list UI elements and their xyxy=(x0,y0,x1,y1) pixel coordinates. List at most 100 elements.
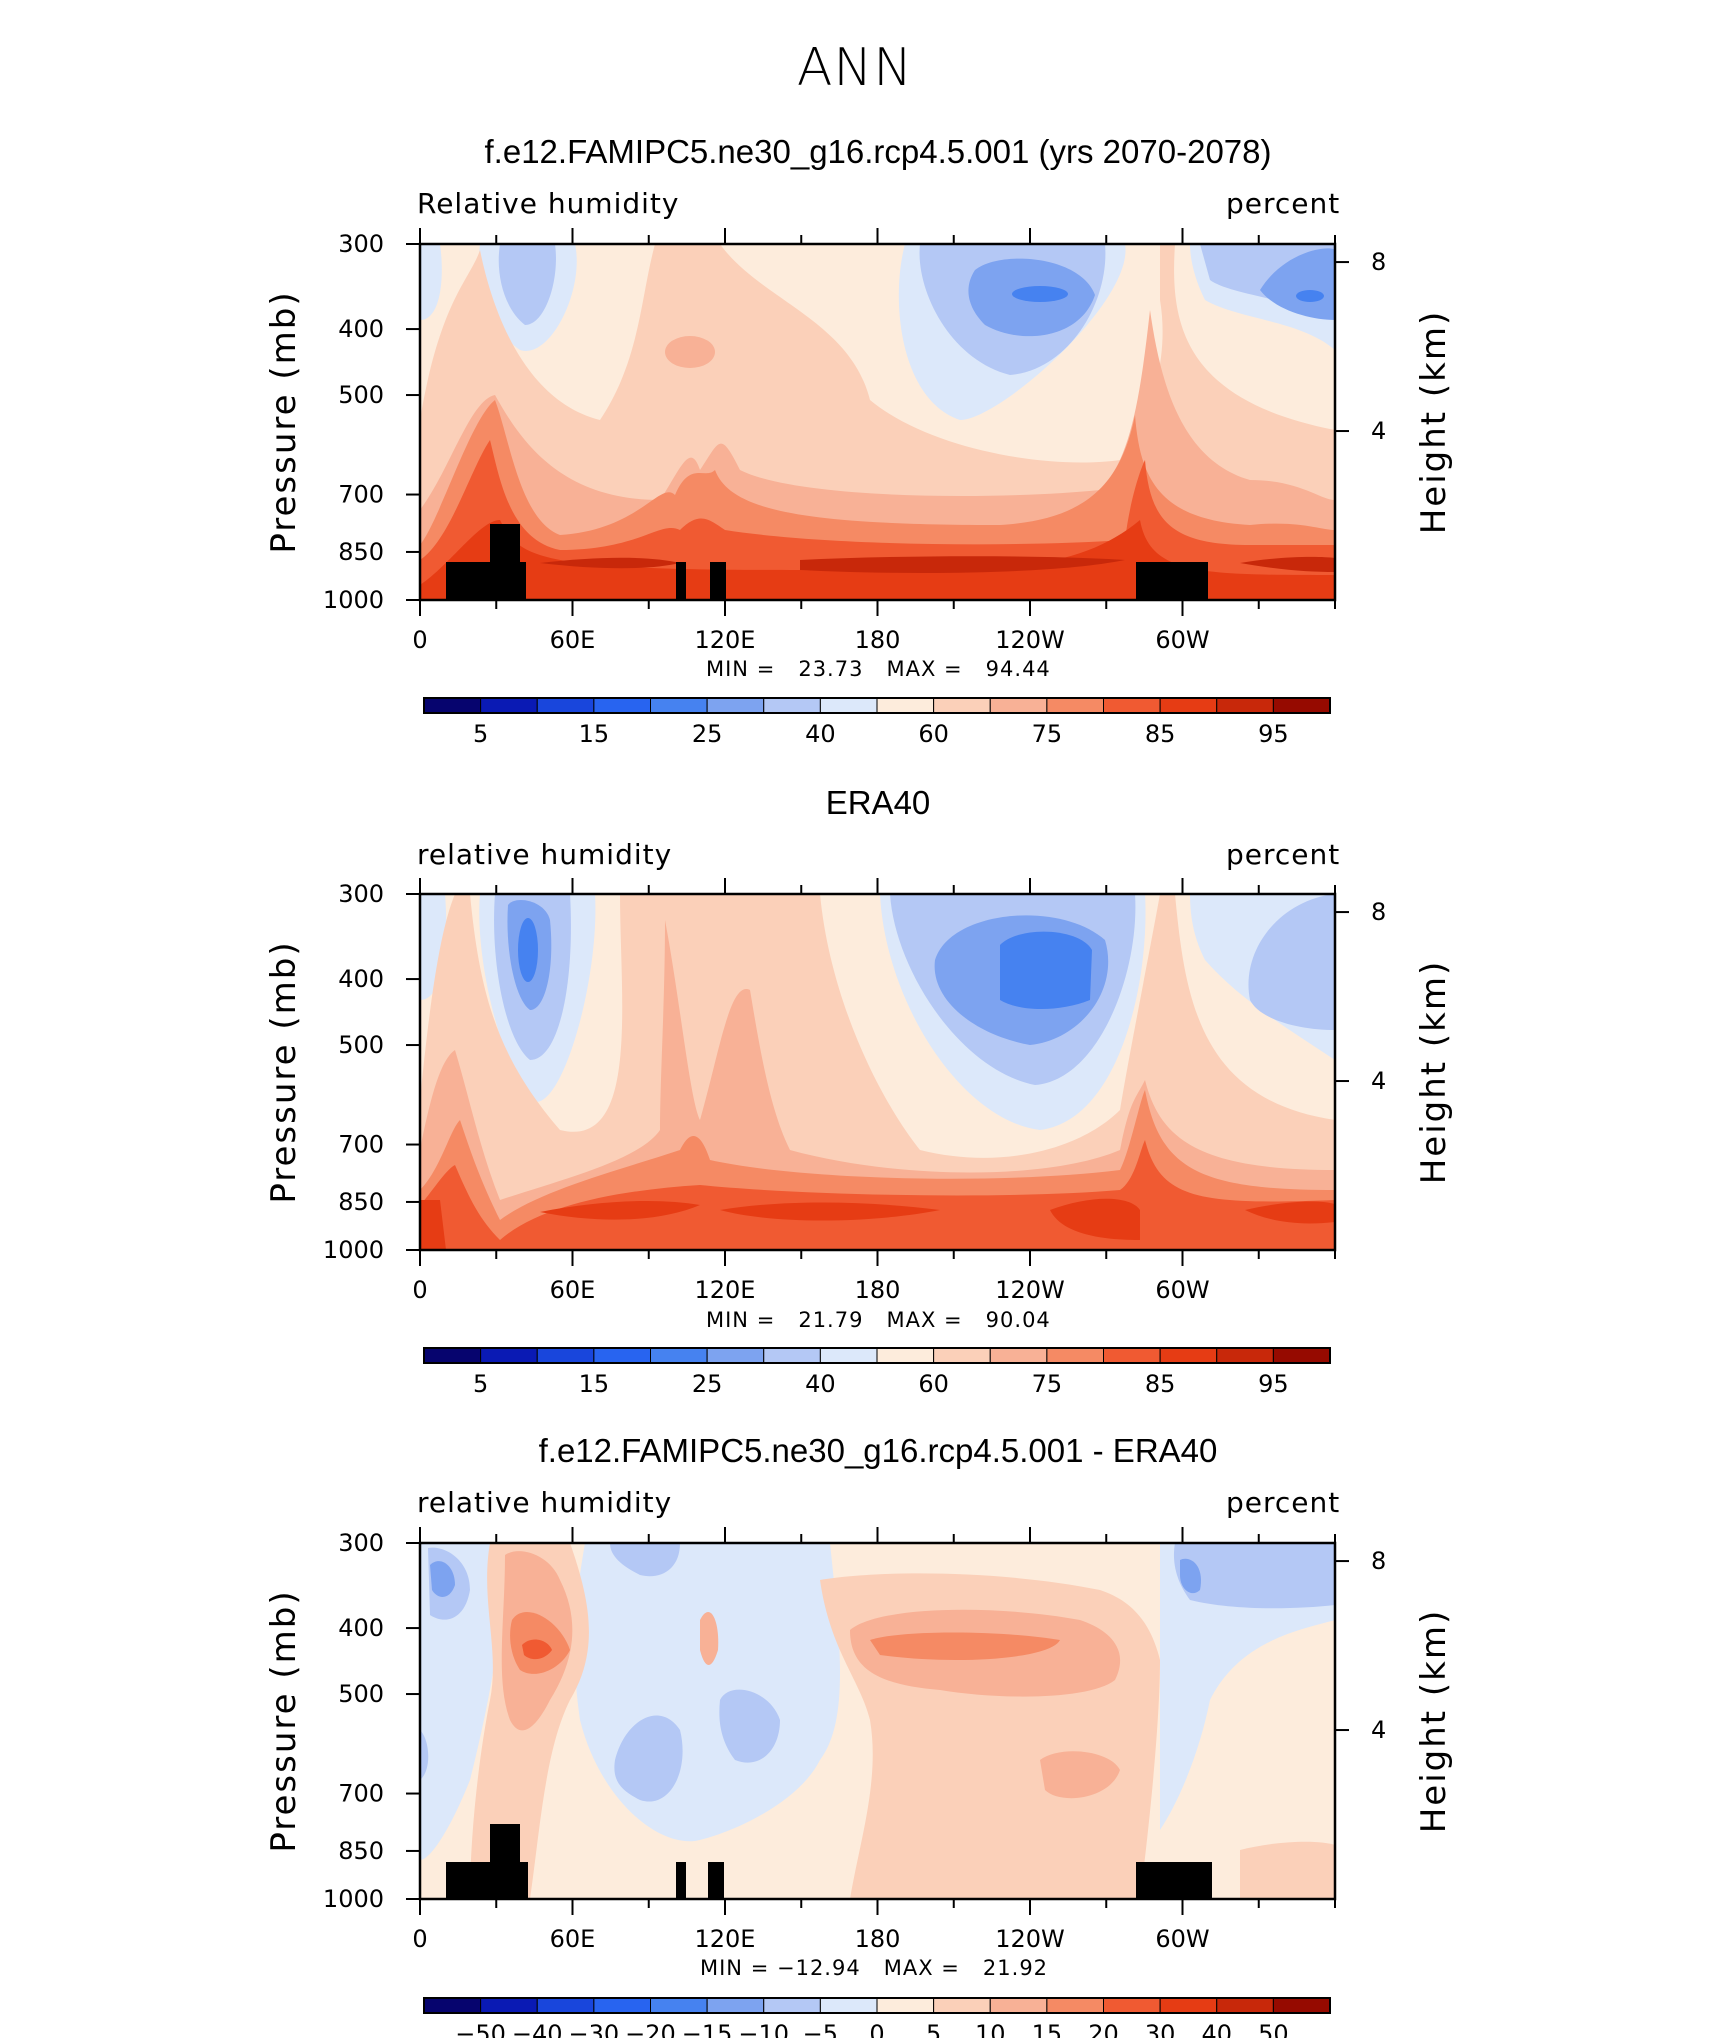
panel3-neg-region-east xyxy=(1160,1543,1335,1830)
panel1-units: percent xyxy=(1226,187,1341,220)
panel1-ytick-label: 400 xyxy=(338,315,384,343)
panel3-title: f.e12.FAMIPC5.ne30_g16.rcp4.5.001 - ERA4… xyxy=(538,1432,1218,1469)
panel3-pos-high-pacific xyxy=(870,1632,1060,1660)
panel2-colorbar-label: 5 xyxy=(473,1370,488,1398)
panel1-colorbar-box xyxy=(1046,697,1104,714)
panel3-colorbar-box xyxy=(480,1997,538,2014)
panel2-colorbar-box xyxy=(706,1347,765,1364)
panel3-xtick-label: 60W xyxy=(1155,1925,1209,1953)
panel3-neg-region-west xyxy=(420,1543,505,1860)
panel1-colorbar-box xyxy=(1272,697,1331,714)
panel2-colorbar-label: 85 xyxy=(1145,1370,1176,1398)
panel1-colorbar-label: 75 xyxy=(1032,720,1063,748)
panel3-colorbar-label: −15 xyxy=(682,2020,733,2038)
panel3-colorbar-label: 15 xyxy=(1032,2020,1063,2038)
panel3-ytick-label: 400 xyxy=(338,1614,384,1642)
panel3-colorbar-label: 20 xyxy=(1088,2020,1119,2038)
panel1-y2tick-label: 8 xyxy=(1371,248,1386,276)
panel2-y2tick-label: 4 xyxy=(1371,1067,1386,1095)
panel2-colorbar-frame xyxy=(423,1347,1331,1364)
panel3-colorbar-box xyxy=(1216,1997,1274,2014)
panel3-neg-dark-east xyxy=(1180,1558,1201,1594)
panel2-max-label: MAX = xyxy=(886,1308,963,1332)
panel2-y2label: Height (km) xyxy=(1414,960,1454,1185)
panel2-ytick-label: 700 xyxy=(338,1131,384,1159)
panel2-colorbar-label: 15 xyxy=(579,1370,610,1398)
panel2-ytick-label: 850 xyxy=(338,1188,384,1216)
panel3-colorbar-label: −30 xyxy=(569,2020,620,2038)
panel2-xtick-label: 180 xyxy=(855,1276,901,1304)
panel2-colorbar-box xyxy=(650,1347,708,1364)
panel2-colorbar-box xyxy=(423,1347,482,1364)
panel3-ylabel: Pressure (mb) xyxy=(264,1589,304,1852)
panel2-mid-blue-atlantic xyxy=(1248,894,1335,1030)
panel3-colorbar-label: 10 xyxy=(975,2020,1006,2038)
panel2-core-blue-pacific xyxy=(1000,931,1092,1009)
panel1-xtick-label: 60W xyxy=(1155,626,1209,654)
panel1-colorbar-label: 85 xyxy=(1145,720,1176,748)
panel1-field xyxy=(420,244,1335,600)
panel1-stats: MIN = 23.73 MAX = 94.44 xyxy=(706,657,1051,681)
panel1-colorbar-frame xyxy=(423,697,1331,714)
panel1-core-blue xyxy=(1012,286,1068,302)
panel2-field xyxy=(420,894,1335,1250)
panel1-ytick-label: 850 xyxy=(338,538,384,566)
panel1-ylabel: Pressure (mb) xyxy=(264,290,304,553)
panel2-colorbar-box xyxy=(1159,1347,1218,1364)
panel1-colorbar-box xyxy=(593,697,651,714)
panel3-colorbar-box xyxy=(593,1997,651,2014)
panel2-xtick-label: 120W xyxy=(995,1276,1065,1304)
panel2-colorbar-box xyxy=(480,1347,538,1364)
panel3-ytick-label: 850 xyxy=(338,1837,384,1865)
panel1-max: 94.44 xyxy=(985,657,1051,681)
panel3-pos-core-africa xyxy=(522,1639,552,1660)
panel3-colorbar-box xyxy=(1103,1997,1161,2014)
panel1-colorbar-label: 25 xyxy=(692,720,723,748)
panel2-core-blue-africa xyxy=(518,918,538,982)
panel2-ylabel: Pressure (mb) xyxy=(264,940,304,1203)
panel2-colorbar-box xyxy=(763,1347,821,1364)
panel2-variable: relative humidity xyxy=(417,838,673,871)
panel1-min-label: MIN = xyxy=(706,657,776,681)
panel3-colorbar-box xyxy=(706,1997,765,2014)
panel3-y2tick-label: 8 xyxy=(1371,1547,1386,1575)
panel3-xtick-label: 0 xyxy=(412,1925,427,1953)
panel2-colorbar-label: 40 xyxy=(805,1370,836,1398)
panel3-colorbar-frame xyxy=(423,1997,1331,2014)
panel1-y2label: Height (km) xyxy=(1414,310,1454,535)
panel2-ytick-label: 1000 xyxy=(323,1236,384,1264)
panel2-colorbar-box xyxy=(593,1347,651,1364)
panel3-neg-mid-middle xyxy=(610,1543,780,1802)
panel1-ytick-label: 300 xyxy=(338,230,384,258)
panel1-moist-band-95 xyxy=(420,520,1335,600)
panel3-ytick-label: 1000 xyxy=(323,1885,384,1913)
panel1-colorbar-label: 60 xyxy=(918,720,949,748)
figure-title: ANN xyxy=(796,38,914,98)
panel1-min: 23.73 xyxy=(798,657,864,681)
panel1-colorbar-label: 15 xyxy=(579,720,610,748)
panel1-dry-region-west xyxy=(420,244,442,320)
panel2-ytick-label: 500 xyxy=(338,1031,384,1059)
panel3-ytick-label: 300 xyxy=(338,1529,384,1557)
panel1-colorbar-box xyxy=(763,697,821,714)
panel1-colorbar-box xyxy=(480,697,538,714)
panel3-colorbar-label: −5 xyxy=(803,2020,838,2038)
panel1-title: f.e12.FAMIPC5.ne30_g16.rcp4.5.001 (yrs 2… xyxy=(484,133,1272,170)
panel2-ytick-label: 400 xyxy=(338,965,384,993)
panel3-max: 21.92 xyxy=(982,1956,1049,1980)
panel3-xtick-label: 120E xyxy=(695,1925,756,1953)
panel1-colorbar-box xyxy=(423,697,482,714)
panel2-colorbar-label: 75 xyxy=(1032,1370,1063,1398)
panel3-pos-strip-120e xyxy=(700,1611,719,1665)
panel3-topography xyxy=(446,1824,1212,1899)
panel3-stats: MIN = −12.94 MAX = 21.92 xyxy=(700,1956,1048,1980)
panel2-stats: MIN = 21.79 MAX = 90.04 xyxy=(706,1308,1051,1332)
panel2-colorbar-label: 95 xyxy=(1258,1370,1289,1398)
panel1-colorbar-box xyxy=(536,697,595,714)
panel1-topography xyxy=(446,524,1208,600)
panel3-colorbar-label: −40 xyxy=(512,2020,563,2038)
panel1-ytick-label: 700 xyxy=(338,481,384,509)
panel3-variable: relative humidity xyxy=(417,1486,673,1519)
panel3-colorbar-box xyxy=(536,1997,595,2014)
panel2-colorbar-label: 60 xyxy=(918,1370,949,1398)
